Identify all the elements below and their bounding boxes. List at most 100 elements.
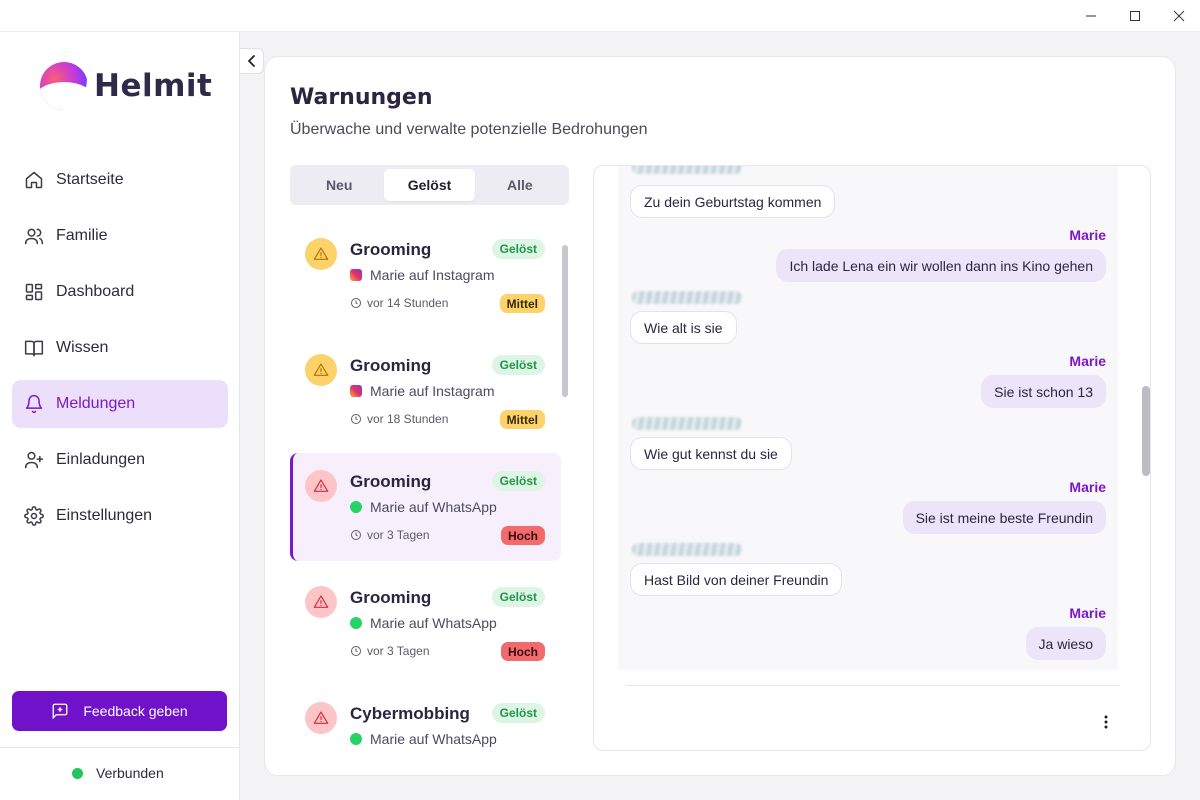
sidebar-item-label: Familie — [56, 227, 108, 244]
sidebar-nav: Startseite Familie Dashboard Wissen Meld… — [12, 156, 228, 548]
whatsapp-icon — [350, 501, 362, 513]
logo: Helmit — [40, 62, 212, 110]
alert-source: Marie auf Instagram — [350, 383, 495, 399]
home-icon — [25, 171, 43, 189]
alert-title: Grooming — [350, 356, 432, 375]
sidebar-item-meldungen[interactable]: Meldungen — [12, 380, 228, 428]
alert-source-label: Marie auf WhatsApp — [370, 499, 497, 515]
alert-time: vor 18 Stunden — [350, 412, 448, 426]
message-plus-icon — [52, 703, 68, 720]
warning-icon — [305, 702, 337, 734]
alert-time-label: vor 14 Stunden — [367, 296, 449, 310]
feedback-button[interactable]: Feedback geben — [12, 691, 227, 731]
alert-item[interactable]: Cybermobbing Gelöst Marie auf WhatsApp — [290, 685, 561, 777]
status-badge: Gelöst — [491, 471, 545, 491]
severity-badge: Hoch — [501, 526, 545, 545]
chat-messages: Zu dein Geburtstag kommen Marie Ich lade… — [618, 166, 1118, 670]
instagram-icon — [350, 385, 362, 397]
tab-geloest[interactable]: Gelöst — [384, 169, 475, 201]
redacted-sender-name — [632, 166, 742, 174]
sidebar-item-wissen[interactable]: Wissen — [12, 324, 228, 372]
tab-neu[interactable]: Neu — [325, 177, 353, 193]
sidebar-item-dashboard[interactable]: Dashboard — [12, 268, 228, 316]
tab-alle[interactable]: Alle — [506, 177, 533, 193]
message-bubble-sent: Ja wieso — [1025, 627, 1106, 660]
page-subtitle: Überwache und verwalte potenzielle Bedro… — [290, 121, 648, 138]
alert-time-label: vor 3 Tagen — [367, 644, 430, 658]
sidebar-item-startseite[interactable]: Startseite — [12, 156, 228, 204]
redacted-sender-name — [632, 291, 742, 304]
filter-tabs: Neu Gelöst Alle — [290, 165, 569, 205]
clock-icon — [351, 414, 361, 424]
instagram-icon — [350, 269, 362, 281]
alert-time: vor 14 Stunden — [350, 296, 448, 310]
warnings-card: Warnungen Überwache und verwalte potenzi… — [264, 56, 1176, 776]
collapse-sidebar-button[interactable] — [240, 48, 264, 74]
sidebar-divider — [0, 747, 239, 748]
alert-source: Marie auf WhatsApp — [350, 615, 497, 631]
message-bubble-received: Hast Bild von deiner Freundin — [630, 563, 843, 596]
sidebar-item-label: Einladungen — [56, 451, 145, 468]
sidebar-item-label: Einstellungen — [56, 507, 153, 524]
warning-icon — [305, 238, 337, 270]
alert-item-selected[interactable]: Grooming Gelöst Marie auf WhatsApp vor 3… — [290, 453, 561, 561]
alert-time-label: vor 3 Tagen — [367, 528, 430, 542]
alert-time-label: vor 18 Stunden — [367, 412, 449, 426]
alert-title: Grooming — [350, 240, 432, 259]
warning-icon — [305, 470, 337, 502]
alert-time: vor 3 Tagen — [350, 528, 430, 542]
users-icon — [24, 228, 44, 245]
dashboard-icon — [25, 283, 43, 301]
whatsapp-icon — [350, 617, 362, 629]
alert-item[interactable]: Grooming Gelöst Marie auf Instagram vor … — [290, 337, 561, 445]
message-sender: Marie — [1069, 227, 1106, 243]
app-name: Helmit — [94, 68, 213, 104]
connection-status: Verbunden — [72, 765, 164, 781]
sidebar-item-label: Meldungen — [56, 395, 136, 412]
severity-badge: Mittel — [499, 294, 545, 313]
more-options-icon[interactable] — [1094, 710, 1118, 734]
alert-list: Grooming Gelöst Marie auf Instagram vor … — [290, 221, 561, 777]
feedback-button-label: Feedback geben — [83, 703, 188, 719]
alert-title: Grooming — [350, 588, 432, 607]
status-badge: Gelöst — [491, 355, 545, 375]
warning-icon — [305, 586, 337, 618]
alert-time: vor 3 Tagen — [350, 644, 430, 658]
message-bubble-received: Zu dein Geburtstag kommen — [630, 185, 836, 218]
alert-list-scrollbar[interactable] — [562, 245, 568, 397]
warning-icon — [305, 354, 337, 386]
alert-item[interactable]: Grooming Gelöst Marie auf WhatsApp vor 3… — [290, 569, 561, 677]
book-icon — [24, 340, 44, 357]
severity-badge: Hoch — [501, 642, 545, 661]
message-bubble-received: Wie gut kennst du sie — [630, 437, 792, 470]
message-sender: Marie — [1069, 353, 1106, 369]
alert-title: Grooming — [350, 472, 432, 491]
redacted-sender-name — [632, 417, 742, 430]
sidebar-item-label: Dashboard — [56, 283, 135, 300]
message-sender: Marie — [1069, 605, 1106, 621]
status-badge: Gelöst — [491, 239, 545, 259]
chat-scrollbar[interactable] — [1142, 386, 1150, 476]
sidebar: Helmit Startseite Familie Dashboard Wiss… — [0, 32, 240, 800]
chat-panel: Zu dein Geburtstag kommen Marie Ich lade… — [593, 165, 1151, 751]
sidebar-item-einstellungen[interactable]: Einstellungen — [12, 492, 228, 540]
maximize-icon[interactable] — [1112, 0, 1158, 32]
alert-source: Marie auf Instagram — [350, 267, 495, 283]
alert-source-label: Marie auf WhatsApp — [370, 731, 497, 747]
clock-icon — [351, 298, 361, 308]
close-icon[interactable] — [1156, 0, 1200, 32]
chevron-left-icon — [247, 55, 255, 67]
status-badge: Gelöst — [491, 703, 545, 723]
sidebar-item-einladungen[interactable]: Einladungen — [12, 436, 228, 484]
alert-item[interactable]: Grooming Gelöst Marie auf Instagram vor … — [290, 221, 561, 329]
message-sender: Marie — [1069, 479, 1106, 495]
minimize-icon[interactable] — [1068, 0, 1114, 32]
gear-icon — [24, 506, 44, 526]
alert-source-label: Marie auf Instagram — [370, 267, 495, 283]
main-content: Warnungen Überwache und verwalte potenzi… — [240, 32, 1200, 800]
alert-source-label: Marie auf WhatsApp — [370, 615, 497, 631]
sidebar-item-label: Wissen — [56, 339, 109, 356]
alert-source: Marie auf WhatsApp — [350, 731, 497, 747]
sidebar-item-familie[interactable]: Familie — [12, 212, 228, 260]
logo-icon — [40, 62, 88, 110]
